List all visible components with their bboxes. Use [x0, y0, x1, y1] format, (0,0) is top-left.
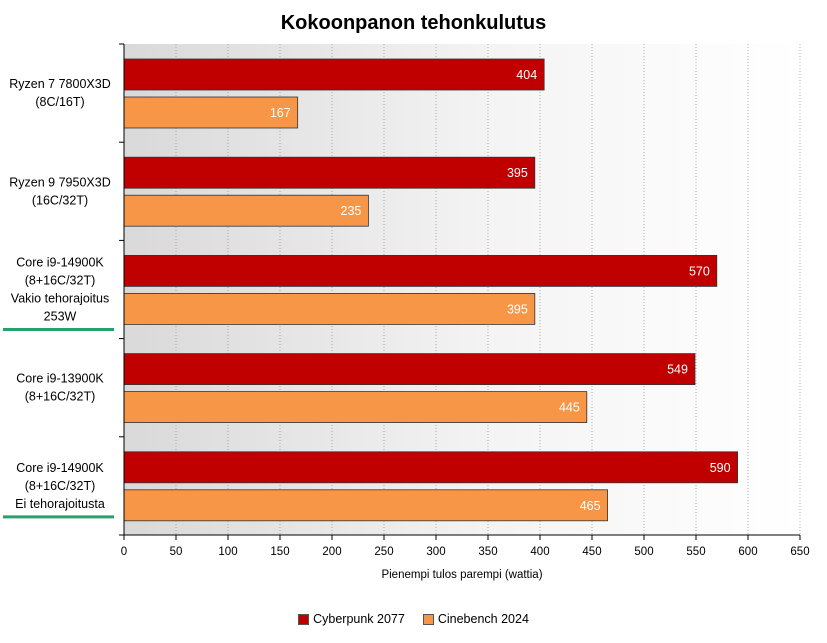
legend-item-cyberpunk: Cyberpunk 2077 — [298, 612, 405, 626]
x-tick-label: 350 — [478, 546, 497, 558]
bar-value-label: 167 — [270, 106, 291, 120]
x-tick-label: 0 — [121, 546, 127, 558]
bar-value-label: 549 — [667, 363, 688, 377]
category-label-line: Core i9-13900K — [16, 372, 104, 386]
legend-label-cyberpunk: Cyberpunk 2077 — [313, 612, 405, 626]
x-tick-label: 500 — [634, 546, 653, 558]
legend-swatch-cinebench — [422, 613, 434, 625]
x-tick-label: 650 — [790, 546, 809, 558]
tick-labels: 0 50 100 150 200 250 300 350 400 450 500 550 600 650 — [121, 546, 810, 558]
bar-cinebench — [123, 292, 536, 325]
x-tick-label: 450 — [582, 546, 601, 558]
bar-cyberpunk — [123, 156, 536, 189]
category-label-line: Core i9-14900K — [16, 256, 104, 270]
category-label-line: Ryzen 9 7950X3D — [9, 175, 110, 189]
bar-cinebench — [123, 391, 588, 424]
bar-cinebench — [123, 489, 609, 522]
x-tick-label: 100 — [218, 546, 237, 558]
bar-cyberpunk — [123, 451, 738, 484]
x-tick-label: 600 — [738, 546, 757, 558]
category-label-line: (16C/32T) — [32, 193, 88, 207]
x-tick-label: 200 — [322, 546, 341, 558]
bar-cyberpunk — [123, 254, 718, 287]
bar-value-label: 404 — [516, 68, 537, 82]
bar-cyberpunk — [123, 353, 696, 386]
bar-cyberpunk — [123, 58, 545, 91]
bars: 404 167 395 235 570 395 549 445 590 465 — [123, 58, 738, 522]
category-label-line: (8+16C/32T) — [25, 390, 96, 404]
category-label-line: (8+16C/32T) — [25, 274, 96, 288]
category-label-line: Ei tehorajoitusta — [15, 497, 105, 511]
x-tick-label: 150 — [270, 546, 289, 558]
legend-swatch-cyberpunk — [298, 613, 310, 625]
category-label-line: (8C/16T) — [35, 95, 84, 109]
bar-value-label: 465 — [580, 499, 601, 513]
category-label-line: Vakio tehorajoitus — [11, 292, 109, 306]
bar-value-label: 590 — [710, 461, 731, 475]
x-tick-label: 550 — [686, 546, 705, 558]
legend-item-cinebench: Cinebench 2024 — [422, 612, 529, 626]
axes — [119, 43, 801, 540]
x-tick-label: 300 — [426, 546, 445, 558]
bar-value-label: 235 — [341, 204, 362, 218]
x-tick-label: 250 — [374, 546, 393, 558]
category-label-line: 253W — [44, 310, 77, 324]
category-label-line: Ryzen 7 7800X3D — [9, 77, 110, 91]
x-tick-label: 400 — [530, 546, 549, 558]
legend: Cyberpunk 2077 Cinebench 2024 — [0, 612, 827, 626]
chart-title: Kokoonpanon tehonkulutus — [280, 12, 547, 34]
bar-value-label: 395 — [507, 302, 528, 316]
bar-value-label: 570 — [689, 264, 710, 278]
bar-value-label: 395 — [507, 166, 528, 180]
x-tick-label: 50 — [170, 546, 183, 558]
category-label-line: Core i9-14900K — [16, 461, 104, 475]
category-labels: Ryzen 7 7800X3D (8C/16T) Ryzen 9 7950X3D (1… — [3, 77, 114, 519]
bar-cinebench — [123, 194, 369, 227]
x-axis-title: Pienempi tulos parempi (wattia) — [381, 569, 542, 581]
legend-label-cinebench: Cinebench 2024 — [437, 612, 529, 626]
bar-value-label: 445 — [559, 401, 580, 415]
category-label-line: (8+16C/32T) — [25, 479, 96, 493]
